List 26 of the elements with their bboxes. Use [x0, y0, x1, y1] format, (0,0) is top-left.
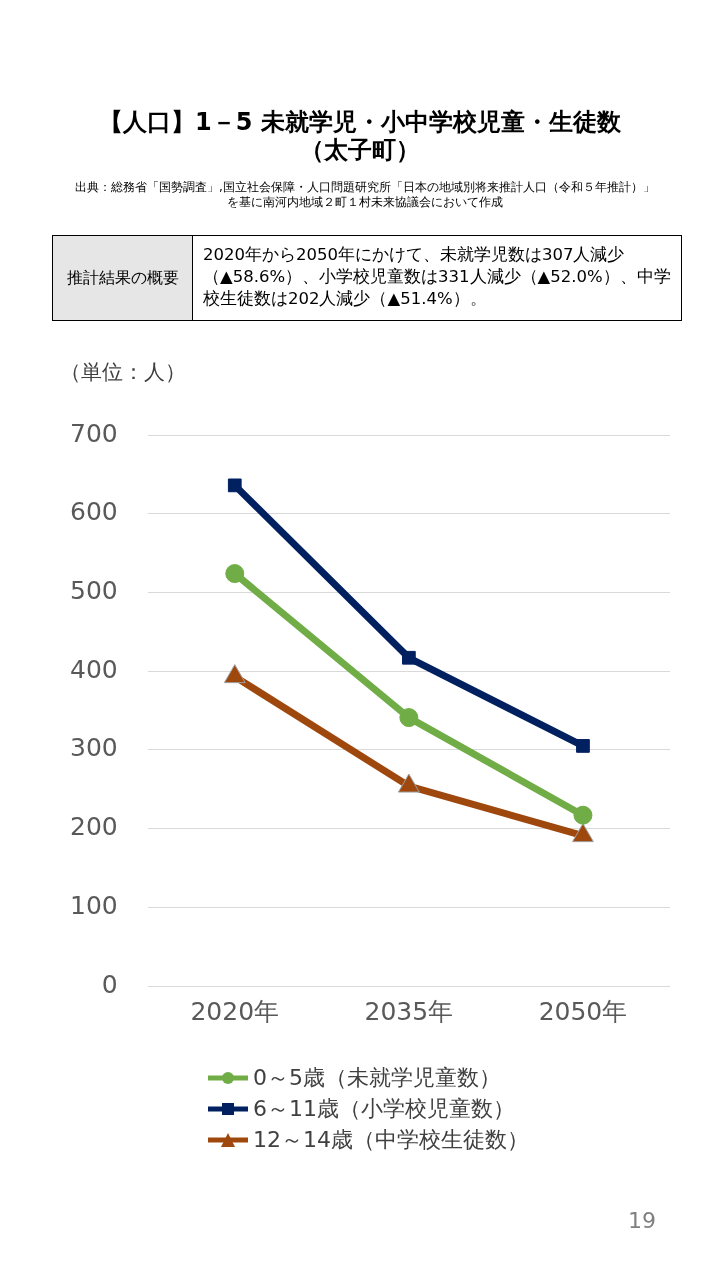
- text: 推計結果の概要: [53, 236, 193, 320]
- point: [573, 805, 593, 825]
- y-tick-label: 500: [70, 575, 118, 605]
- x-tick-label: 2050年: [538, 996, 628, 1026]
- point: [576, 739, 590, 753]
- text: 2020年から2050年にかけて、未就学児数は307人減少（▲58.6%）、小学校児童数は331人減少（▲52.0%）、中学校生徒数は202人減少（▲51.4%）。: [202, 244, 672, 310]
- point: [399, 708, 419, 728]
- legend-label: 12～14歳（中学校生徒数）: [253, 1126, 529, 1154]
- y-tick-label: 200: [70, 812, 118, 842]
- point: [225, 564, 245, 584]
- chart-subtitle: 出典：総務省「国勢調査」,国立社会保障・人口問題研究所「日本の地域別将来推計人口（令和５年推計）」を基に南河内地域２町１村未来協議会において作成: [74, 180, 656, 210]
- y-tick-label: 400: [70, 654, 118, 684]
- y-tick-label: 300: [70, 733, 118, 763]
- point: [402, 650, 416, 665]
- y-tick-label: 100: [70, 890, 118, 920]
- y-tick-label: 0: [101, 969, 118, 999]
- legend-label: 0～5歳（未就学児童数）: [253, 1064, 501, 1092]
- legend-label: 6～11歳（小学校児童数）: [253, 1095, 515, 1123]
- point: [227, 478, 242, 493]
- x-tick-label: 2020年: [190, 996, 280, 1026]
- chart-title: 【人口】1－5 未就学児・小中学校児童・生徒数（太子町）: [98, 108, 622, 164]
- y-axis-title: （単位：人）: [60, 359, 186, 386]
- y-tick-label: 700: [70, 418, 118, 448]
- x-tick-label: 2035年: [364, 996, 454, 1026]
- text: 19: [628, 1208, 656, 1233]
- y-tick-label: 600: [70, 497, 118, 527]
